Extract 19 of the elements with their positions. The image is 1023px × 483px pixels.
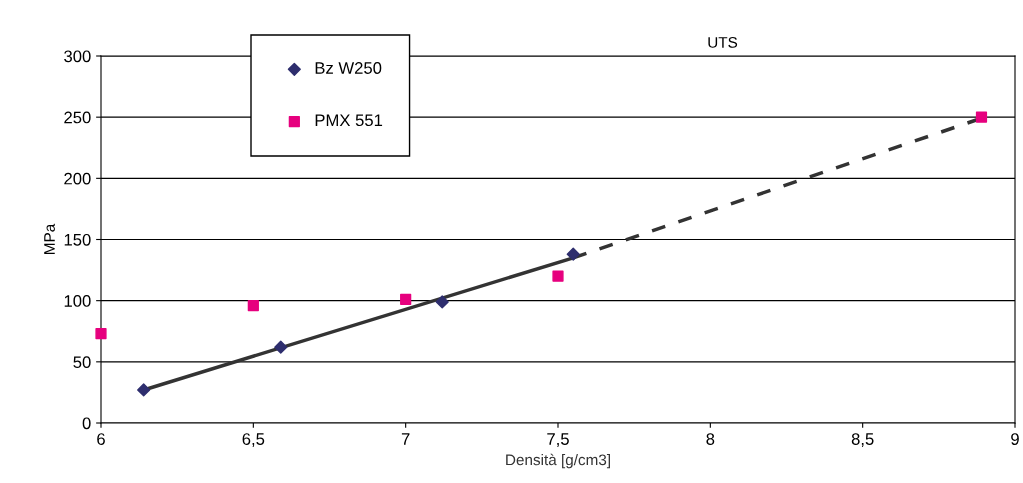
y-axis-title: MPa <box>44 223 55 254</box>
legend-label: Bz W250 <box>315 62 382 74</box>
y-tick-label: 50 <box>73 356 91 369</box>
x-axis-title: Densità [g/cm3] <box>506 453 610 469</box>
x-tick-label: 6 <box>97 433 105 445</box>
chart-title: UTS <box>708 37 738 48</box>
x-tick-label: 7,5 <box>547 433 569 447</box>
legend-label: PMX 551 <box>315 114 383 127</box>
x-tick-label: 9 <box>1011 433 1019 445</box>
x-tick-label: 8,5 <box>851 433 874 447</box>
x-tick-label: 8 <box>706 433 715 445</box>
y-tick-label: 200 <box>64 172 91 185</box>
x-tick-label: 6,5 <box>242 433 265 447</box>
x-tick-label: 7 <box>401 433 410 445</box>
y-tick-label: 0 <box>82 417 91 430</box>
y-tick-label: 150 <box>64 233 91 246</box>
y-tick-label: 100 <box>64 295 91 307</box>
y-tick-label: 250 <box>64 111 91 124</box>
y-tick-label: 300 <box>64 50 91 63</box>
